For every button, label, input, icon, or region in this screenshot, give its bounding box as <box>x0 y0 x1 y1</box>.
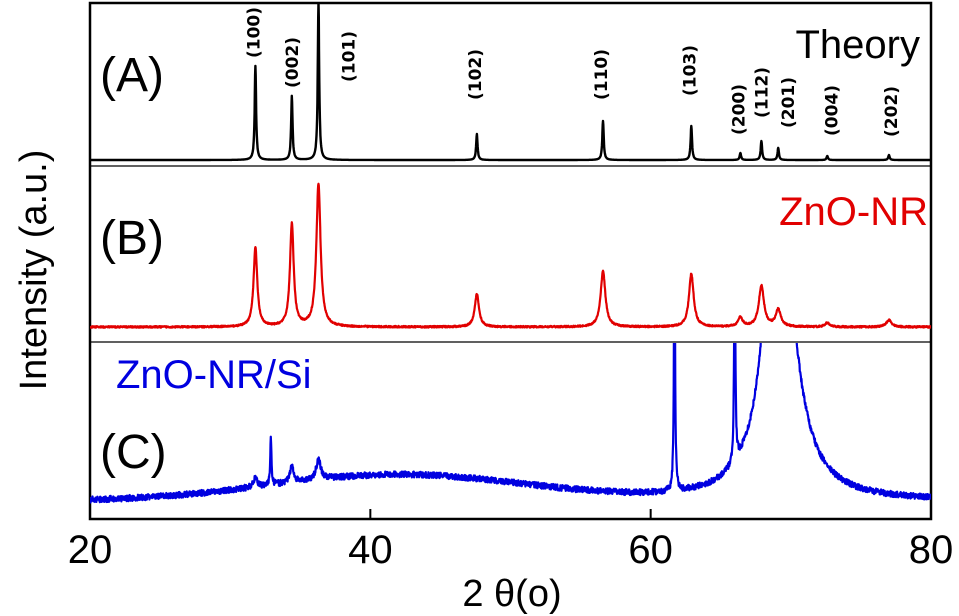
panel-label-a: (A) <box>100 49 164 102</box>
hkl-label: (100) <box>244 7 264 58</box>
x-tick-label: 20 <box>68 528 113 572</box>
hkl-label: (110) <box>592 49 612 100</box>
series-label-theory: Theory <box>796 23 921 67</box>
series-line-theory <box>90 4 931 162</box>
hkl-label: (201) <box>779 77 799 128</box>
series-label-zno-nr-si: ZnO-NR/Si <box>116 353 312 397</box>
hkl-label: (112) <box>752 67 772 118</box>
hkl-label: (002) <box>283 37 303 88</box>
y-axis-title: Intensity (a.u.) <box>13 150 55 391</box>
hkl-label: (202) <box>882 86 902 137</box>
x-axis-title: 2 θ(o) <box>462 573 561 615</box>
x-tick-label: 40 <box>348 528 393 572</box>
plot-frame <box>88 1 933 521</box>
series-line-zno-nr <box>90 182 931 329</box>
series-label-zno-nr: ZnO-NR <box>779 190 928 234</box>
panel-label-b: (B) <box>100 212 164 265</box>
hkl-labels: (100) (002) (101) (102) (110) (103) (200) (112)… <box>244 7 902 137</box>
x-ticks: 20 40 60 80 <box>68 509 954 572</box>
x-tick-label: 80 <box>909 528 954 572</box>
hkl-label: (103) <box>680 45 700 96</box>
hkl-label: (004) <box>822 85 842 136</box>
series-line-zno-nr-si <box>90 343 931 504</box>
panel-label-c: (C) <box>100 426 167 479</box>
hkl-label: (101) <box>340 31 360 82</box>
x-tick-label: 60 <box>628 528 673 572</box>
hkl-label: (200) <box>729 84 749 135</box>
hkl-label: (102) <box>466 49 486 100</box>
series-traces <box>90 4 931 504</box>
